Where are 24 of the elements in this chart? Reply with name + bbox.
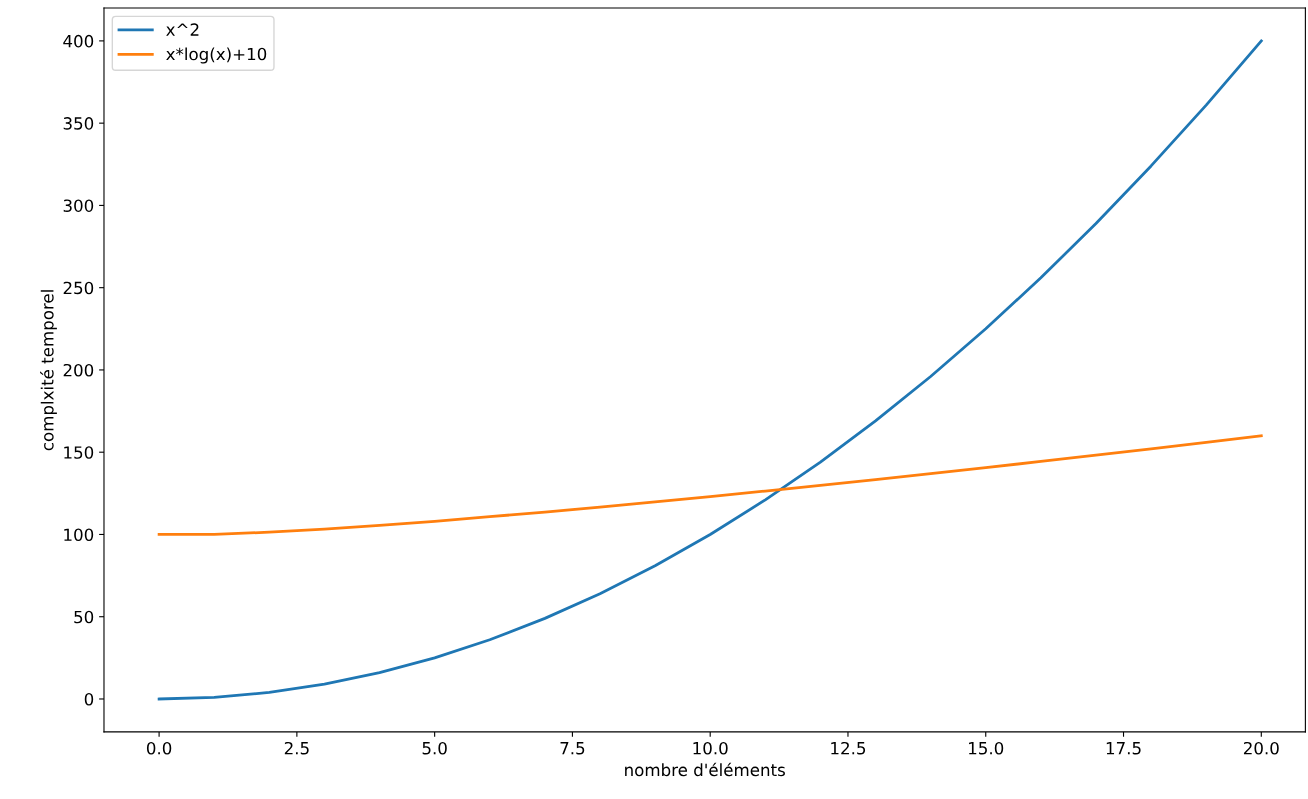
x-tick-label: 12.5 — [831, 741, 866, 755]
x-tick-label: 10.0 — [693, 741, 728, 755]
x-tick-label: 0.0 — [146, 741, 172, 755]
line-series — [157, 39, 1263, 701]
y-tick-label: 200 — [63, 363, 94, 377]
legend-label: x^2 — [166, 23, 199, 36]
line-series — [157, 434, 1263, 536]
x-tick-label: 17.5 — [1106, 742, 1141, 755]
x-tick-label: 15.0 — [969, 741, 1004, 755]
y-tick-label: 100 — [64, 528, 94, 542]
y-tick-label: 50 — [74, 610, 94, 624]
y-tick-label: 400 — [63, 34, 94, 48]
y-tick-label: 300 — [63, 199, 94, 212]
y-tick-label: 150 — [64, 446, 94, 459]
x-axis-title: nombre d'éléments — [625, 762, 785, 777]
x-tick-label: 20.0 — [1243, 741, 1279, 755]
x-tick-label: 5.0 — [422, 741, 447, 755]
x-tick-label: 2.5 — [284, 741, 309, 755]
y-tick-label: 350 — [63, 117, 94, 130]
y-axis-title: complxité temporel — [40, 290, 57, 451]
x-tick-label: 7.5 — [560, 742, 585, 755]
y-tick-label: 0 — [84, 692, 94, 706]
y-tick-label: 250 — [63, 281, 94, 295]
legend-label: x*log(x)+10 — [166, 47, 267, 64]
